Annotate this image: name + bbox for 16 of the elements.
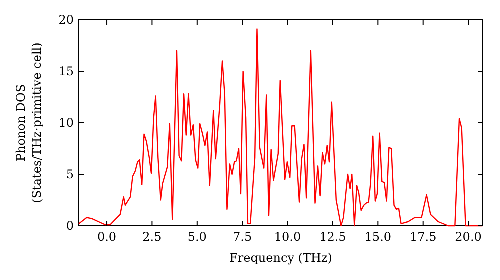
x-tick-label: 15.0 <box>364 230 392 244</box>
y-tick-label: 5 <box>66 168 74 182</box>
x-axis-title: Frequency (THz) <box>230 251 332 265</box>
x-tick-label: 17.5 <box>410 230 437 244</box>
y-tick-label: 0 <box>66 219 74 233</box>
x-tick-label: 12.5 <box>320 230 346 244</box>
y-tick-label: 20 <box>58 13 74 27</box>
x-tick-label: 0.0 <box>97 230 117 244</box>
y-tick-label: 10 <box>58 116 74 130</box>
y-tick-label: 15 <box>58 64 74 78</box>
x-tick-label: 2.5 <box>142 230 162 244</box>
x-tick-label: 20.0 <box>455 230 482 244</box>
y-axis-title: Phonon DOS (States/THz·primitive cell) <box>14 42 44 204</box>
x-tick-label: 7.5 <box>233 230 252 244</box>
x-tick-label: 10.0 <box>274 230 302 244</box>
x-tick-label: 5.0 <box>188 230 207 244</box>
